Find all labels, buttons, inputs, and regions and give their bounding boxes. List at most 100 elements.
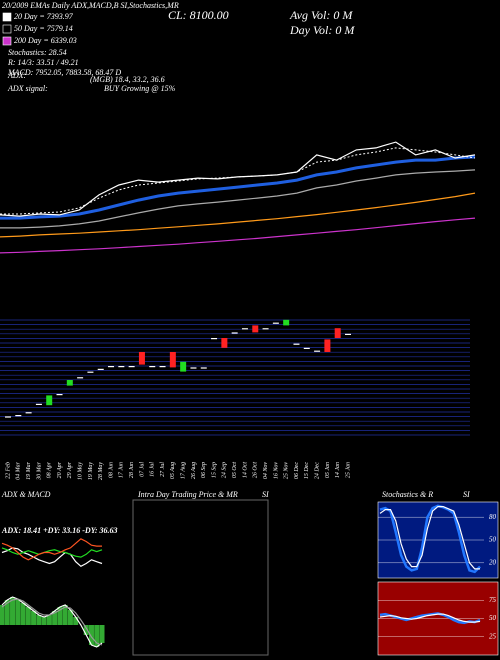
date-label: 15 Sep [211,462,217,478]
macd-bar [46,615,52,625]
macd-bar [62,605,68,625]
legend-swatch [2,24,12,34]
candle [190,367,197,369]
candle [303,347,310,349]
macd-bar [0,605,5,625]
legend-swatch [2,12,12,22]
candle [66,380,73,386]
y-tick-label: 80 [489,513,497,521]
date-label: 16 Nov [273,462,279,480]
date-label: 25 Jan [345,462,351,478]
adx-label: ADX: [7,71,27,80]
date-label: 14 Oct [241,462,248,478]
candle [77,377,84,379]
date-label: 04 Nov [262,462,269,480]
candle [108,366,115,368]
date-label: 28 May [98,462,104,480]
date-label: 26 Aug [191,462,197,479]
candle [97,368,104,370]
legend-swatch [2,36,12,46]
candle [241,328,248,330]
date-label: 06 Dec [294,462,300,479]
date-label: 26 Oct [253,462,259,478]
date-label: 05 Aug [170,462,176,479]
candle [5,416,11,418]
candle [211,338,218,340]
date-label: 19 Mar [26,461,32,479]
candle [15,415,22,417]
date-label: 22 Feb [5,462,11,479]
legend-label: 50 Day = 7579.14 [14,24,73,33]
date-label: 07 Jul [139,462,145,477]
macd-bar [83,625,89,635]
macd-bar [15,599,21,625]
candle [180,361,187,372]
date-label: 05 Oct [232,462,238,478]
candle [25,412,32,414]
indicator-text: MACD: 7952.05, 7883.58, 68.47 D [7,68,121,77]
y-tick-label: 75 [489,596,497,604]
macd-bar [20,603,26,625]
candle [169,352,176,368]
candle [221,338,228,348]
candle [128,366,135,368]
y-tick-label: 20 [489,558,497,566]
macd-bar [10,597,16,625]
ema-line [0,155,476,220]
candle [231,332,238,334]
candle [262,328,269,330]
indicator-text: Stochastics: 28.54 [8,48,67,57]
indicator-line [379,504,481,574]
y-tick-label: 50 [489,536,497,544]
adx-values: (MGB) 18.4, 33.2, 36.6 [90,75,165,84]
panel-title: SI [463,490,470,499]
indicator-line [1,547,103,568]
indicator-text: R: 14/3: 33.51 / 49.21 [7,58,79,67]
close-price: CL: 8100.00 [168,8,229,22]
macd-bar [73,617,79,625]
macd-bar [25,607,31,625]
date-label: 24 Sep [221,462,228,478]
legend-label: 20 Day = 7393.97 [14,12,74,21]
panel-title: Intra Day Trading Price & MR [137,490,238,499]
macd-bar [67,610,73,625]
candle [87,371,94,373]
y-tick-label: 25 [489,632,497,640]
macd-bar [94,625,100,647]
date-label: 28 Jun [129,462,135,478]
avg-volume: Avg Vol: 0 M [289,8,353,22]
date-label: 14 Jan [334,462,341,478]
legend-label: 200 Day = 6339.03 [14,36,77,45]
macd-bar [99,625,105,643]
panel-title: Stochastics & R [382,490,433,499]
candle [46,395,53,406]
date-label: 16 Jul [150,462,156,477]
macd-bar [4,600,10,625]
ema-line [0,192,476,238]
macd-bar [88,625,94,645]
indicator-line [379,506,480,570]
adx-signal-value: BUY Growing @ 15% [104,84,176,93]
candle [293,343,300,345]
candle [200,367,207,369]
date-label: 10 May [77,462,83,480]
y-tick-label: 50 [489,614,497,622]
candle [283,319,290,326]
date-label: 08 Apr [47,461,53,478]
candle [149,366,156,368]
panel-title: ADX & MACD [1,490,51,499]
macd-bar [31,611,37,625]
date-label: 24 Dec [313,462,320,479]
candle [345,333,351,335]
candle [138,352,145,365]
indicator-line [1,538,102,561]
candle [272,322,279,324]
ema-line [0,217,476,254]
macd-bar [36,615,42,625]
header-title: 20/2009 EMAs Daily ADX,MACD,B SI,Stochas… [2,1,179,10]
date-label: 06 Sep [201,462,207,478]
date-label: 15 Dec [304,462,310,479]
adx-signal-label: ADX signal: [7,84,48,93]
candle [159,366,166,368]
candle [118,366,125,368]
